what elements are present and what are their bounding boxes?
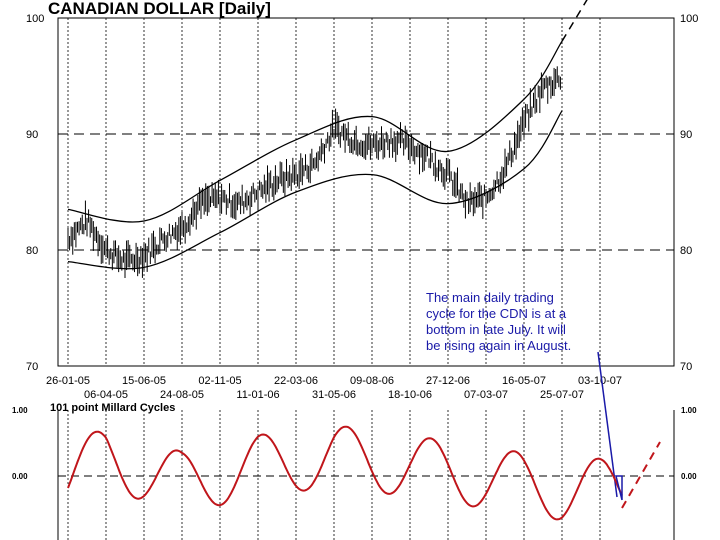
cycle-title: 101 point Millard Cycles <box>50 402 175 414</box>
x-tick-label-top: 27-12-06 <box>426 375 470 387</box>
chart-title: CANADIAN DOLLAR [Daily] <box>48 0 271 18</box>
y-tick-label: 80 <box>26 245 38 257</box>
cycle-vertical-gridlines <box>67 410 601 540</box>
y-tick-label: 100 <box>680 13 698 25</box>
cycle-bottom-marker <box>615 475 623 501</box>
annotation-line-2: cycle for the CDN is at a <box>426 306 567 321</box>
y-tick-label: 70 <box>26 361 38 373</box>
cycle-panel: 101 point Millard Cycles 1.00 0.00 1.00 … <box>12 402 697 540</box>
cycle-ytick-right-1: 1.00 <box>681 406 697 415</box>
annotation-pointer <box>597 351 618 498</box>
x-tick-label-bottom: 25-07-07 <box>540 389 584 401</box>
y-tick-label: 70 <box>680 361 692 373</box>
y-tick-label: 80 <box>680 245 692 257</box>
upper-channel <box>67 40 563 223</box>
lower-channel <box>67 110 563 270</box>
x-tick-label-bottom: 07-03-07 <box>464 389 508 401</box>
price-panel: 70 80 90 100 70 80 90 100 <box>26 0 698 373</box>
channel-lines <box>67 0 588 270</box>
cycle-ytick-left-1: 1.00 <box>12 406 28 415</box>
y-tick-label: 90 <box>680 129 692 141</box>
cycle-ytick-left-0: 0.00 <box>12 472 28 481</box>
x-tick-label-top: 16-05-07 <box>502 375 546 387</box>
cycle-ytick-right-0: 0.00 <box>681 472 697 481</box>
annotation: The main daily trading cycle for the CDN… <box>426 290 618 498</box>
x-tick-label-bottom: 18-10-06 <box>388 389 432 401</box>
x-tick-label-top: 26-01-05 <box>46 375 90 387</box>
x-tick-label-top: 09-08-06 <box>350 375 394 387</box>
channel-projection <box>561 0 588 42</box>
y-tick-label: 100 <box>26 13 44 25</box>
y-axis-right: 70 80 90 100 <box>680 13 698 373</box>
cycle-projection <box>621 441 661 509</box>
price-panel-frame <box>57 17 675 367</box>
x-tick-label-bottom: 06-04-05 <box>84 389 128 401</box>
x-tick-label-bottom: 24-08-05 <box>160 389 204 401</box>
y-tick-label: 90 <box>26 129 38 141</box>
cycle-line <box>67 425 623 521</box>
x-tick-label-bottom: 31-05-06 <box>312 389 356 401</box>
x-tick-label-top: 02-11-05 <box>198 375 241 387</box>
x-tick-label-top: 03-10-07 <box>578 375 622 387</box>
annotation-line-3: bottom in late July. It will <box>426 322 566 337</box>
x-axis-labels: 26-01-05 15-06-05 02-11-05 22-03-06 09-08-06… <box>46 375 622 401</box>
y-axis-left: 70 80 90 100 <box>26 13 44 373</box>
annotation-line-4: be rising again in August. <box>426 338 571 353</box>
x-tick-label-top: 22-03-06 <box>274 375 318 387</box>
annotation-line-1: The main daily trading <box>426 290 554 305</box>
x-tick-label-bottom: 11-01-06 <box>236 389 279 401</box>
x-tick-label-top: 15-06-05 <box>122 375 166 387</box>
price-series <box>67 66 561 278</box>
